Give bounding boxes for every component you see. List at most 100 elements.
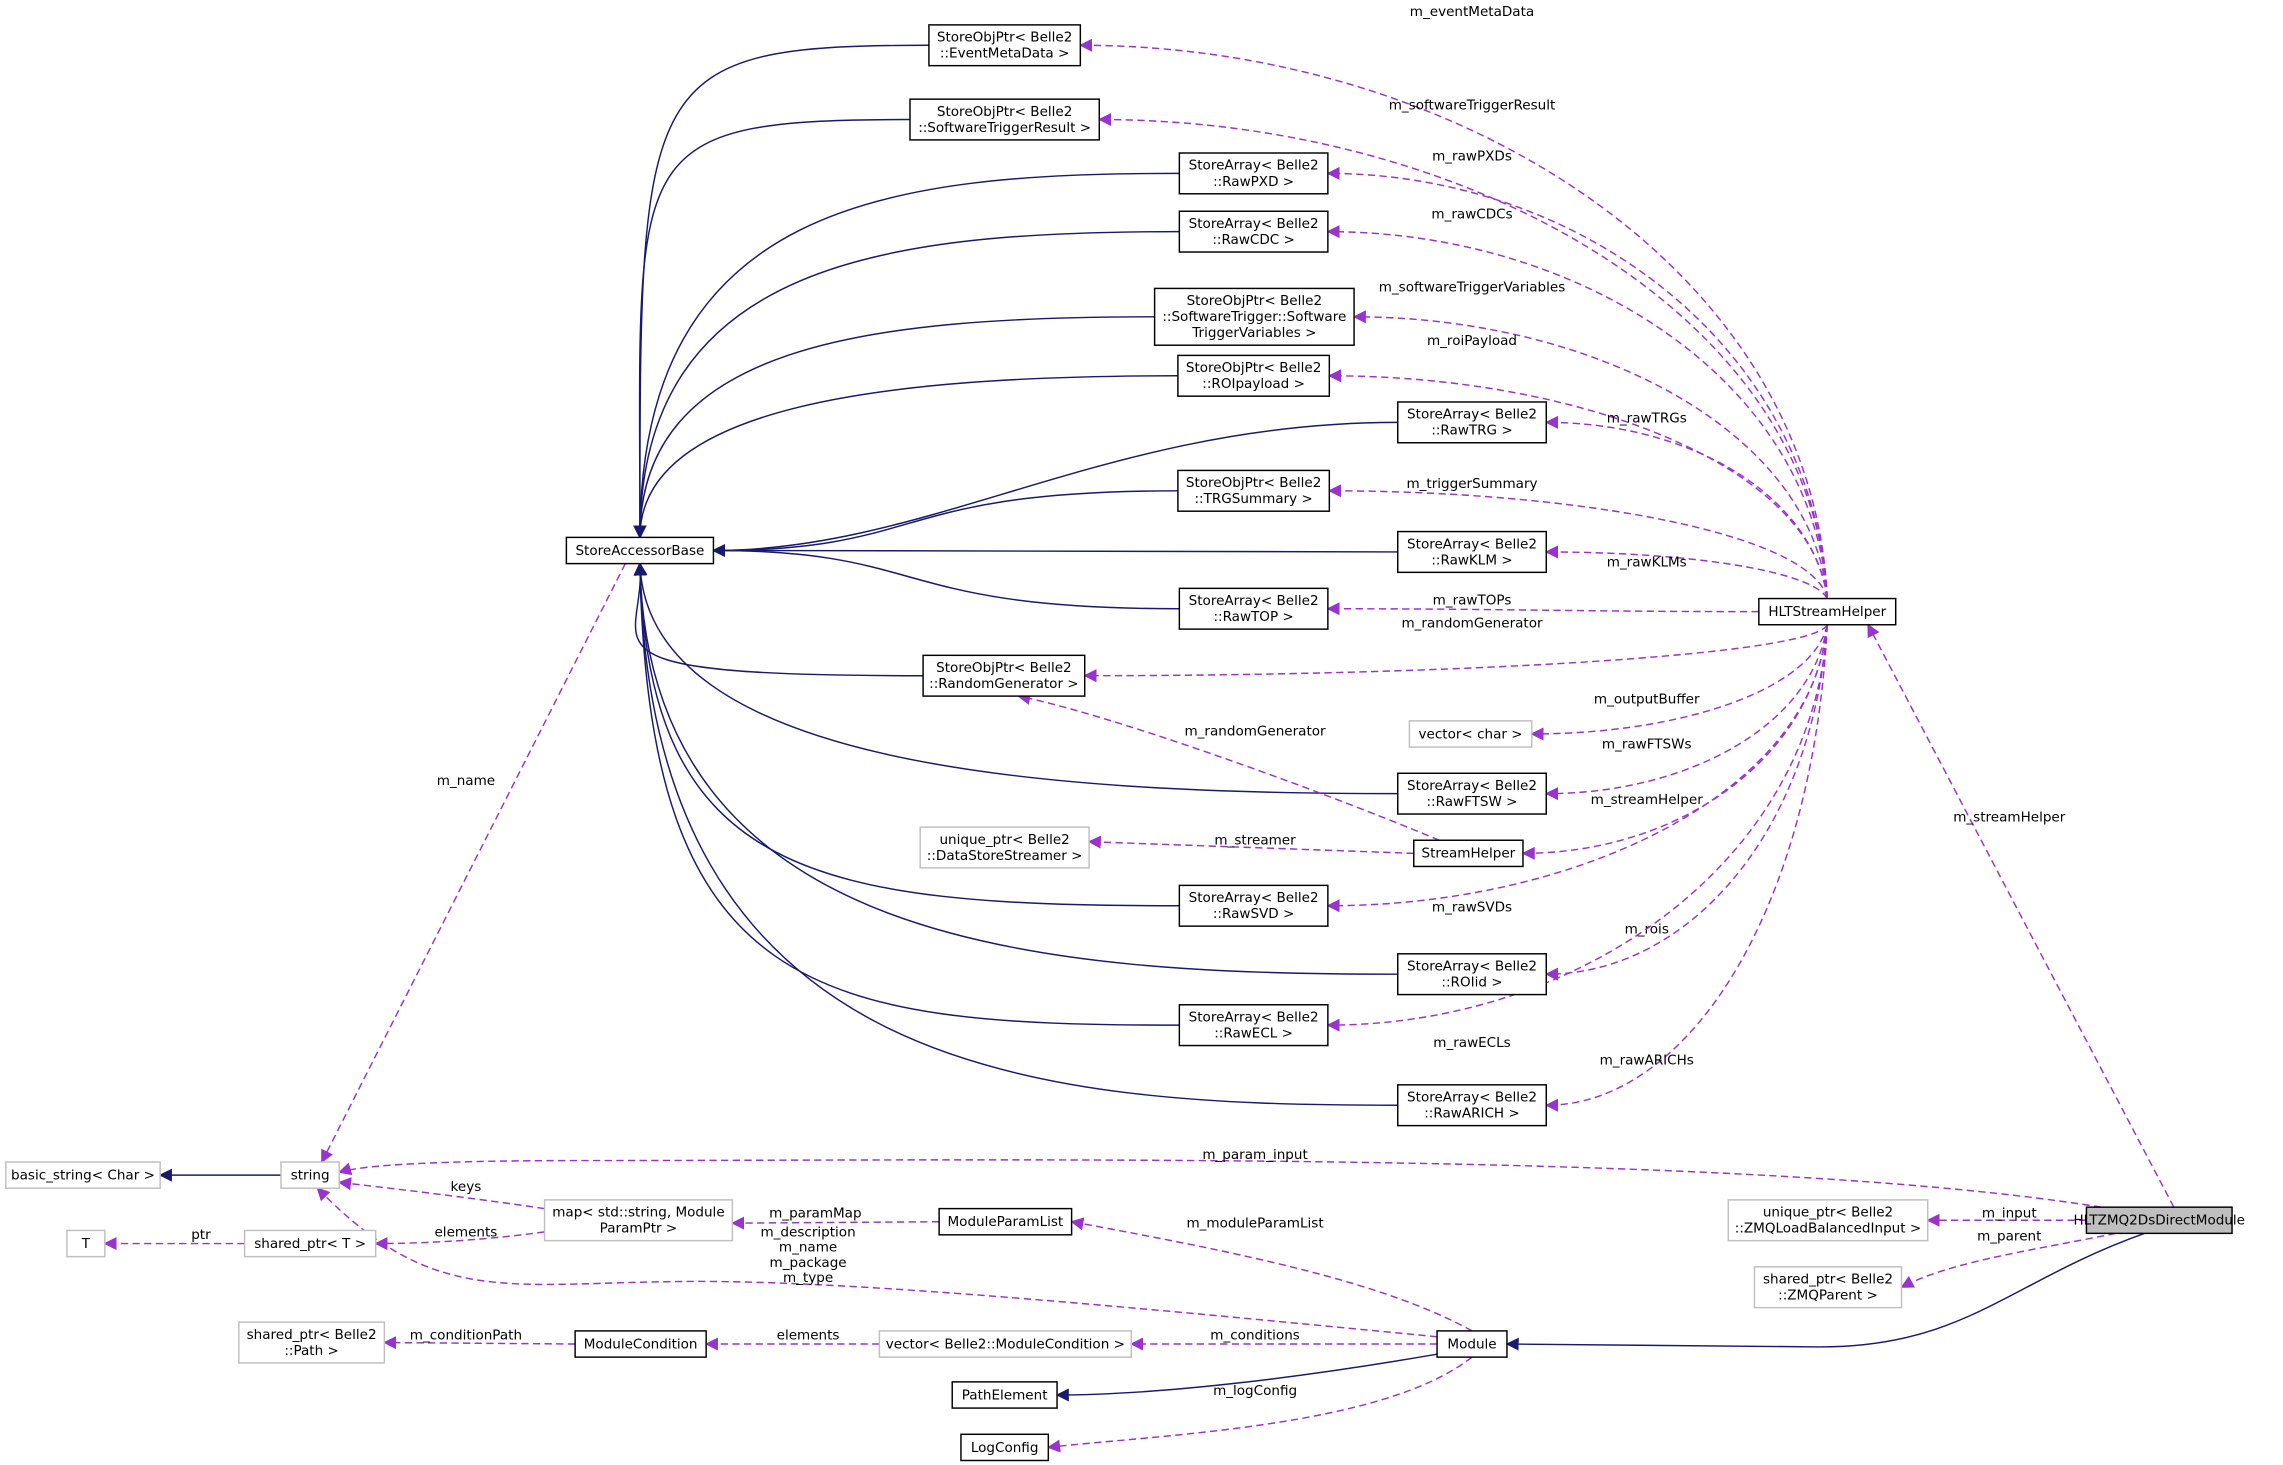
edge-line <box>1530 624 1828 741</box>
class-node-raw-t-o-p[interactable]: StoreArray< Belle2::RawTOP > <box>1178 587 1329 630</box>
inheritance-edge-module-to-path-element <box>1055 1353 1438 1402</box>
class-node-random-gen[interactable]: StoreObjPtr< Belle2::RandomGenerator > <box>922 654 1086 697</box>
edge-line <box>1055 1353 1438 1402</box>
class-node-vector-char[interactable]: vector< char > <box>1408 720 1533 748</box>
edge-line <box>633 562 1180 1026</box>
class-node-ds-streamer[interactable]: unique_ptr< Belle2::DataStoreStreamer > <box>919 826 1090 869</box>
node-box <box>1178 1004 1329 1047</box>
inheritance-edge-raw-k-l-m-to-store-accessor-base <box>712 543 1398 558</box>
class-node-vector-mod-cond[interactable]: vector< Belle2::ModuleCondition > <box>878 1330 1133 1358</box>
edge-line <box>633 562 1398 1106</box>
class-node-raw-t-r-g[interactable]: StoreArray< Belle2::RawTRG > <box>1397 401 1547 444</box>
usage-edge-hlt-stream-helper-to-raw-e-c-l: m_rawECLs <box>1326 624 1829 1051</box>
edge-label: m_moduleParamList <box>1186 1216 1323 1232</box>
edge-line <box>712 543 1398 558</box>
edge-label: m_conditionPath <box>410 1328 522 1344</box>
class-node-shared-path[interactable]: shared_ptr< Belle2::Path > <box>238 1321 386 1364</box>
usage-edge-hltzmq-to-string: m_param_input <box>337 1147 2102 1208</box>
class-node-module-param-list[interactable]: ModuleParamList <box>938 1207 1073 1236</box>
class-node-raw-p-x-d[interactable]: StoreArray< Belle2::RawPXD > <box>1178 152 1329 195</box>
node-box <box>543 1199 734 1242</box>
nodes-layer: StoreObjPtr< Belle2::EventMetaData >Stor… <box>5 24 2245 1462</box>
edge-line <box>1326 225 1828 599</box>
class-node-module[interactable]: Module <box>1436 1330 1508 1358</box>
class-node-sw-trig-res[interactable]: StoreObjPtr< Belle2::SoftwareTriggerResu… <box>909 98 1101 141</box>
edge-line <box>633 562 1180 907</box>
usage-edge-hlt-stream-helper-to-event-meta: m_eventMetaData <box>1079 4 1829 599</box>
node-box <box>922 654 1086 697</box>
node-box <box>574 1330 707 1358</box>
inheritance-edge-trg-summary-to-store-accessor-base <box>712 490 1178 558</box>
class-node-raw-a-r-i-c-h[interactable]: StoreArray< Belle2::RawARICH > <box>1397 1084 1547 1127</box>
edge-label: m_streamer <box>1214 833 1296 849</box>
edge-line <box>633 375 1178 539</box>
node-label: ModuleCondition <box>584 1336 698 1352</box>
usage-edge-hltzmq-to-hlt-stream-helper: m_streamHelper <box>1867 623 2175 1208</box>
inheritance-edge-hltzmq-to-module <box>1505 1232 2145 1351</box>
class-node-basic-string[interactable]: basic_string< Char > <box>5 1161 161 1189</box>
usage-edge-module-to-module-param-list: m_moduleParamList <box>1070 1216 1473 1332</box>
inheritance-edge-raw-p-x-d-to-store-accessor-base <box>633 172 1180 539</box>
node-label: StoreArray< Belle2 <box>1189 890 1319 906</box>
node-label: Module <box>1447 1336 1496 1352</box>
node-label: ::RawSVD > <box>1213 906 1295 922</box>
class-node-zmq-input[interactable]: unique_ptr< Belle2::ZMQLoadBalancedInput… <box>1727 1199 1929 1242</box>
node-box <box>1177 354 1331 397</box>
node-label: StoreObjPtr< Belle2 <box>1186 475 1322 491</box>
class-node-hltzmq[interactable]: HLTZMQ2DsDirectModule <box>2073 1206 2245 1235</box>
class-node-roi-id[interactable]: StoreArray< Belle2::ROIid > <box>1397 953 1547 996</box>
node-box <box>960 1433 1050 1462</box>
inheritance-edge-raw-t-o-p-to-store-accessor-base <box>712 543 1180 610</box>
class-node-module-condition[interactable]: ModuleCondition <box>574 1330 707 1358</box>
class-node-log-config[interactable]: LogConfig <box>960 1433 1050 1462</box>
node-box <box>1397 401 1547 444</box>
inheritance-edge-raw-a-r-i-c-h-to-store-accessor-base <box>633 562 1398 1106</box>
class-node-zmq-parent[interactable]: shared_ptr< Belle2::ZMQParent > <box>1753 1266 1903 1309</box>
node-box <box>1413 839 1524 868</box>
edge-line <box>1326 624 1828 913</box>
class-node-stream-helper[interactable]: StreamHelper <box>1413 839 1524 868</box>
class-node-roi-payload[interactable]: StoreObjPtr< Belle2::ROIpayload > <box>1177 354 1331 397</box>
edge-line <box>712 421 1398 558</box>
class-node-store-accessor-base[interactable]: StoreAccessorBase <box>565 536 715 565</box>
node-label: HLTZMQ2DsDirectModule <box>2073 1213 2245 1229</box>
class-node-sw-trig-var[interactable]: StoreObjPtr< Belle2::SoftwareTrigger::So… <box>1153 287 1355 346</box>
class-node--t[interactable]: T <box>66 1229 106 1258</box>
class-node-raw-f-t-s-w[interactable]: StoreArray< Belle2::RawFTSW > <box>1397 772 1547 815</box>
class-node-shared-t[interactable]: shared_ptr< T > <box>243 1229 377 1258</box>
class-node-raw-c-d-c[interactable]: StoreArray< Belle2::RawCDC > <box>1178 210 1329 253</box>
edge-label: elements <box>434 1224 497 1240</box>
inheritance-edge-raw-t-r-g-to-store-accessor-base <box>712 421 1398 558</box>
node-box <box>1177 469 1331 512</box>
edge-line <box>633 44 929 539</box>
edges-layer: m_eventMetaData m_softwareTriggerResult m_… <box>103 4 2175 1453</box>
edge-line <box>1097 112 1829 599</box>
edge-label: m_name <box>437 773 495 789</box>
edge-line <box>383 1336 576 1350</box>
class-node-string[interactable]: string <box>280 1161 340 1189</box>
node-box <box>1178 210 1329 253</box>
node-box <box>1758 597 1897 626</box>
edge-line <box>1047 1356 1473 1453</box>
class-node-trg-summary[interactable]: StoreObjPtr< Belle2::TRGSummary > <box>1177 469 1331 512</box>
usage-edge-hlt-stream-helper-to-sw-trig-res: m_softwareTriggerResult <box>1097 97 1829 599</box>
usage-edge-hlt-stream-helper-to-raw-t-r-g: m_rawTRGs <box>1544 410 1828 599</box>
class-node-path-element[interactable]: PathElement <box>951 1381 1058 1409</box>
class-node-raw-k-l-m[interactable]: StoreArray< Belle2::RawKLM > <box>1397 530 1547 574</box>
node-label: StoreObjPtr< Belle2 <box>936 660 1072 676</box>
class-node-raw-s-v-d[interactable]: StoreArray< Belle2::RawSVD > <box>1178 884 1329 927</box>
class-node-raw-e-c-l[interactable]: StoreArray< Belle2::RawECL > <box>1178 1004 1329 1047</box>
edge-label: m_rawCDCs <box>1431 207 1512 223</box>
node-label: ::RawTOP > <box>1213 609 1293 625</box>
edge-line <box>1326 166 1829 599</box>
class-node-hlt-stream-helper[interactable]: HLTStreamHelper <box>1758 597 1897 626</box>
node-label: StoreArray< Belle2 <box>1407 536 1537 552</box>
node-box <box>919 826 1090 869</box>
class-node-event-meta[interactable]: StoreObjPtr< Belle2::EventMetaData > <box>928 24 1082 67</box>
edge-line <box>1328 484 1828 599</box>
edge-line <box>633 316 1155 539</box>
node-label: T <box>81 1236 91 1252</box>
